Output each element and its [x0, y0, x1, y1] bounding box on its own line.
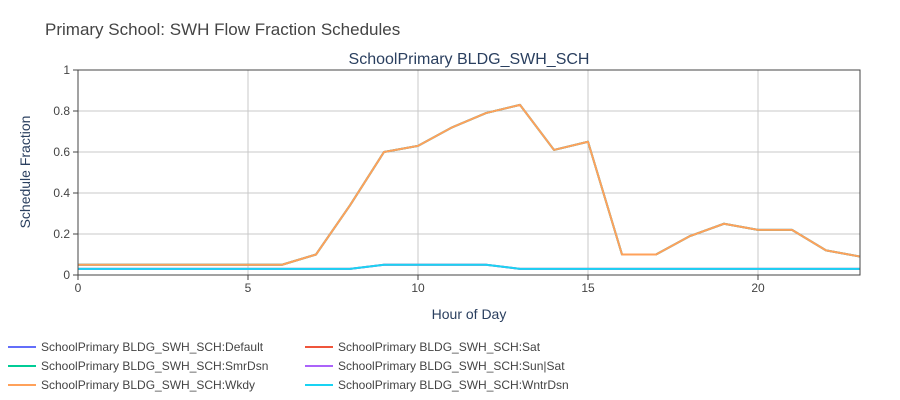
legend-label: SchoolPrimary BLDG_SWH_SCH:Wkdy [41, 378, 255, 392]
legend-label: SchoolPrimary BLDG_SWH_SCH:Default [41, 340, 264, 354]
chart-subtitle: SchoolPrimary BLDG_SWH_SCH [349, 51, 590, 68]
series-lines [78, 103, 861, 270]
x-tick-label: 15 [581, 281, 595, 295]
series-line-4[interactable] [78, 103, 861, 266]
y-tick-label: 0.4 [53, 186, 70, 200]
legend-item[interactable]: SchoolPrimary BLDG_SWH_SCH:Default [8, 340, 264, 354]
legend-label: SchoolPrimary BLDG_SWH_SCH:SmrDsn [41, 359, 268, 373]
legend: SchoolPrimary BLDG_SWH_SCH:Default School… [8, 340, 569, 392]
y-tick-label: 0.8 [53, 104, 70, 118]
x-tick-label: 0 [75, 281, 82, 295]
x-axis-ticks: 0 5 10 15 20 [75, 275, 765, 295]
y-tick-label: 0.2 [53, 227, 70, 241]
y-tick-label: 0 [63, 268, 70, 282]
legend-label: SchoolPrimary BLDG_SWH_SCH:Sat [338, 340, 541, 354]
plot-frame [77, 69, 861, 276]
y-axis-label: Schedule Fraction [17, 116, 33, 229]
grid-lines [78, 70, 860, 275]
x-tick-label: 20 [751, 281, 765, 295]
y-axis-ticks: 0 0.2 0.4 0.6 0.8 1 [53, 63, 78, 282]
x-tick-label: 10 [411, 281, 425, 295]
series-line-2[interactable] [78, 103, 861, 266]
x-axis-label: Hour of Day [432, 306, 507, 322]
legend-label: SchoolPrimary BLDG_SWH_SCH:Sun|Sat [338, 359, 565, 373]
y-tick-label: 1 [63, 63, 70, 77]
y-tick-label: 0.6 [53, 145, 70, 159]
legend-item[interactable]: SchoolPrimary BLDG_SWH_SCH:Sat [305, 340, 541, 354]
x-tick-label: 5 [245, 281, 252, 295]
legend-item[interactable]: SchoolPrimary BLDG_SWH_SCH:SmrDsn [8, 359, 268, 373]
legend-item[interactable]: SchoolPrimary BLDG_SWH_SCH:Sun|Sat [305, 359, 565, 373]
legend-label: SchoolPrimary BLDG_SWH_SCH:WntrDsn [338, 378, 569, 392]
series-line-0[interactable] [78, 103, 861, 266]
series-line-5[interactable] [78, 263, 860, 270]
legend-item[interactable]: SchoolPrimary BLDG_SWH_SCH:WntrDsn [305, 378, 569, 392]
chart-title: Primary School: SWH Flow Fraction Schedu… [45, 20, 400, 39]
legend-item[interactable]: SchoolPrimary BLDG_SWH_SCH:Wkdy [8, 378, 255, 392]
